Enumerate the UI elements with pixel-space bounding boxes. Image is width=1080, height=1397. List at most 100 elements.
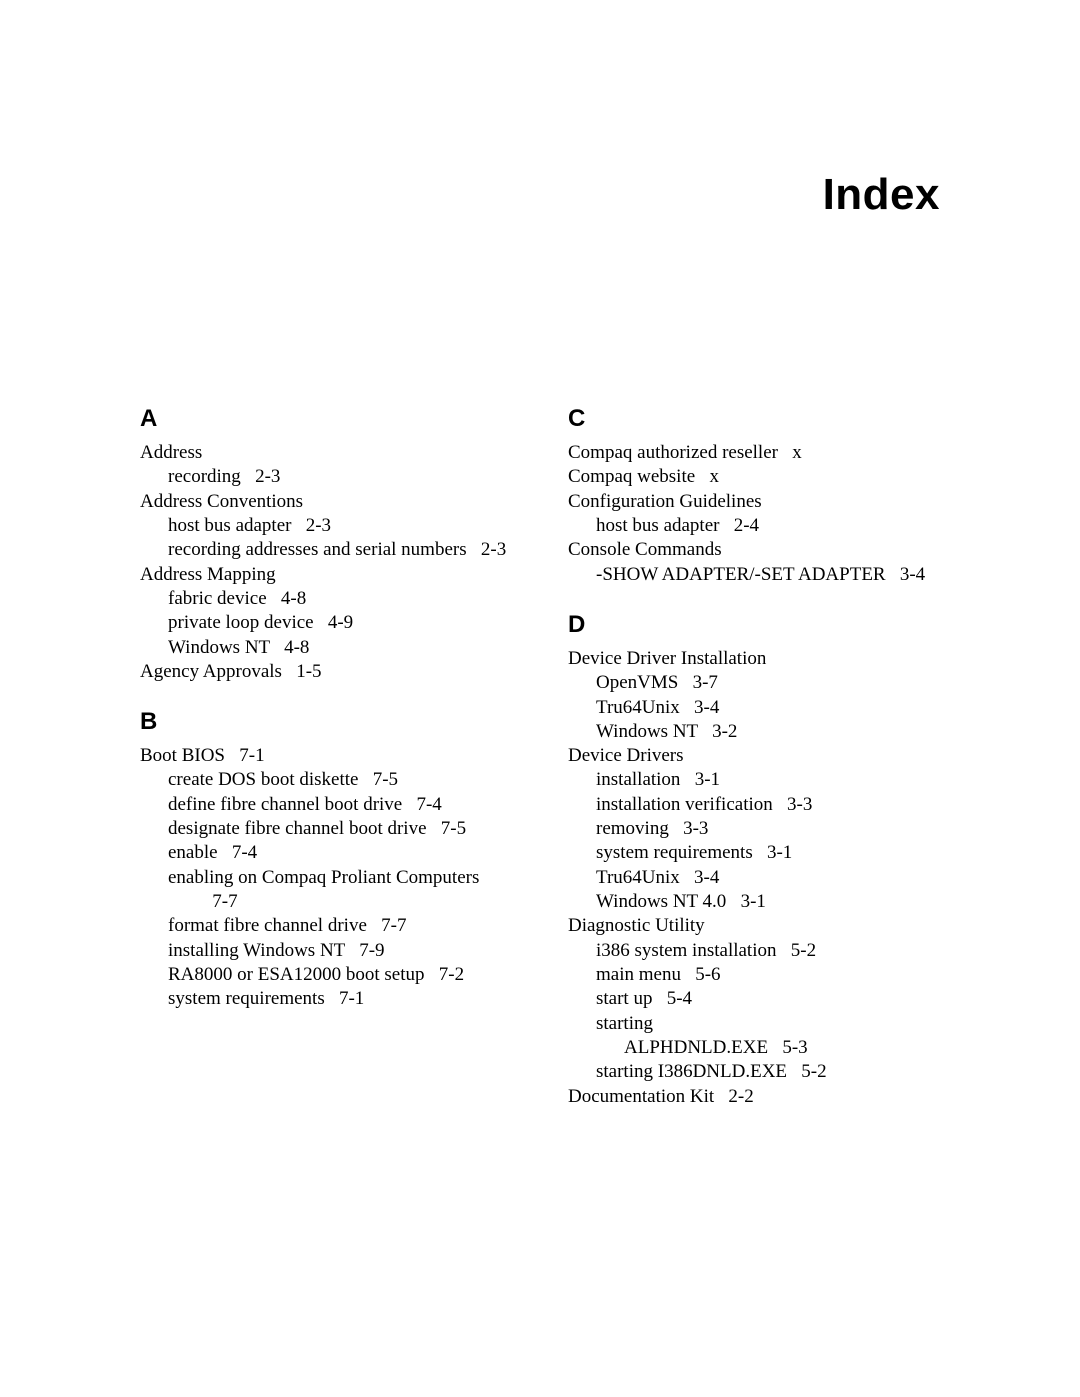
index-letter: B	[140, 708, 512, 736]
index-entry-text: installation verification	[596, 794, 773, 815]
index-entry: Address Mapping	[140, 563, 512, 587]
index-entry-page: 3-3	[773, 794, 813, 815]
index-entry-text: Windows NT	[168, 637, 270, 658]
index-entry-page: 3-2	[698, 721, 738, 742]
page-title: Index	[140, 170, 940, 220]
index-entry-text: Device Driver Installation	[568, 648, 766, 669]
index-entry: start up 5-4	[568, 987, 940, 1011]
index-entry-text: start up	[596, 988, 652, 1009]
index-entry-page: x	[695, 466, 719, 487]
index-entry: Agency Approvals 1-5	[140, 660, 512, 684]
index-entry-page: 2-3	[241, 466, 281, 487]
index-entry-page: 3-1	[753, 842, 793, 863]
index-entry-page: 7-5	[358, 769, 398, 790]
index-letter: A	[140, 405, 512, 433]
index-entry: i386 system installation 5-2	[568, 939, 940, 963]
index-entry-page: x	[778, 442, 802, 463]
index-entry-text: enable	[168, 842, 218, 863]
index-entry: ALPHDNLD.EXE 5-3	[568, 1036, 940, 1060]
index-entry: Compaq website x	[568, 465, 940, 489]
index-entry: define fibre channel boot drive 7-4	[140, 793, 512, 817]
index-entry-text: Configuration Guidelines	[568, 491, 762, 512]
index-entry: Windows NT 3-2	[568, 720, 940, 744]
index-entry-page: 7-4	[402, 794, 442, 815]
index-entry-text: Diagnostic Utility	[568, 915, 705, 936]
index-entry: Tru64Unix 3-4	[568, 696, 940, 720]
index-entry-page: 5-2	[787, 1061, 827, 1082]
index-entry-text: installing Windows NT	[168, 940, 345, 961]
index-entry: Console Commands	[568, 538, 940, 562]
index-entry: Boot BIOS 7-1	[140, 744, 512, 768]
index-entry-text: enabling on Compaq Proliant Computers	[168, 867, 479, 888]
index-entry-text: Tru64Unix	[596, 867, 680, 888]
index-entry-text: ALPHDNLD.EXE	[624, 1037, 768, 1058]
index-entry: removing 3-3	[568, 817, 940, 841]
index-entry-text: removing	[596, 818, 669, 839]
index-entry-text: Compaq website	[568, 466, 695, 487]
index-entry-page: 4-8	[267, 588, 307, 609]
index-entry-text: define fibre channel boot drive	[168, 794, 402, 815]
index-entry-page: 4-9	[314, 612, 354, 633]
index-entry-text: main menu	[596, 964, 681, 985]
index-entry-text: recording addresses and serial numbers	[168, 539, 467, 560]
index-letter: D	[568, 611, 940, 639]
index-entry: installation verification 3-3	[568, 793, 940, 817]
index-entry-text: Address Mapping	[140, 564, 276, 585]
index-entry: RA8000 or ESA12000 boot setup 7-2	[140, 963, 512, 987]
index-entry-page: 7-7	[367, 915, 407, 936]
index-entry-page: 2-3	[291, 515, 331, 536]
index-entry-page: 3-3	[669, 818, 709, 839]
index-entry: host bus adapter 2-3	[140, 514, 512, 538]
index-entry: private loop device 4-9	[140, 611, 512, 635]
index-entry-page: 1-5	[282, 661, 322, 682]
index-entry-text: Device Drivers	[568, 745, 684, 766]
index-entry: starting	[568, 1012, 940, 1036]
index-entry: recording addresses and serial numbers 2…	[140, 538, 512, 562]
index-entry: Tru64Unix 3-4	[568, 866, 940, 890]
index-entry-text: recording	[168, 466, 241, 487]
index-entry-text: -SHOW ADAPTER/-SET ADAPTER	[596, 564, 886, 585]
index-entry: fabric device 4-8	[140, 587, 512, 611]
index-entry: format fibre channel drive 7-7	[140, 914, 512, 938]
index-entry-page: 5-3	[768, 1037, 808, 1058]
index-entry-text: Address	[140, 442, 202, 463]
index-entry-page: 3-7	[678, 672, 718, 693]
index-entry: Documentation Kit 2-2	[568, 1085, 940, 1109]
index-entry-text: host bus adapter	[596, 515, 719, 536]
index-entry-page: 3-4	[680, 697, 720, 718]
index-columns: A Address recording 2-3 Address Conventions…	[140, 405, 940, 1109]
index-entry: OpenVMS 3-7	[568, 671, 940, 695]
index-column-left: A Address recording 2-3 Address Conventions…	[140, 405, 512, 1109]
index-entry-text: Agency Approvals	[140, 661, 282, 682]
index-entry-page: 5-2	[777, 940, 817, 961]
index-entry-text: Windows NT 4.0	[596, 891, 726, 912]
index-entry: main menu 5-6	[568, 963, 940, 987]
index-entry-text: RA8000 or ESA12000 boot setup	[168, 964, 425, 985]
index-entry-text: Boot BIOS	[140, 745, 225, 766]
index-entry-page: 7-4	[218, 842, 258, 863]
index-entry-text: Address Conventions	[140, 491, 303, 512]
index-entry-page: 4-8	[270, 637, 310, 658]
index-entry: Diagnostic Utility	[568, 914, 940, 938]
index-entry-text: Documentation Kit	[568, 1086, 714, 1107]
index-entry: enabling on Compaq Proliant Computers 7-…	[140, 866, 512, 915]
index-entry-page: 7-7	[198, 891, 238, 912]
index-entry-page: 2-4	[719, 515, 759, 536]
index-entry: -SHOW ADAPTER/-SET ADAPTER 3-4	[568, 563, 940, 587]
index-entry-text: format fibre channel drive	[168, 915, 367, 936]
index-page: Index A Address recording 2-3 Address Conve…	[140, 170, 940, 1109]
index-entry-page: 7-9	[345, 940, 385, 961]
index-entry: Windows NT 4.0 3-1	[568, 890, 940, 914]
index-entry-page: 7-1	[325, 988, 365, 1009]
index-entry-text: starting	[596, 1013, 653, 1034]
index-entry-text: designate fibre channel boot drive	[168, 818, 427, 839]
index-entry-text: Console Commands	[568, 539, 722, 560]
index-entry: installing Windows NT 7-9	[140, 939, 512, 963]
index-entry-page: 3-4	[886, 564, 926, 585]
index-entry-page: 5-6	[681, 964, 721, 985]
index-entry-page: 7-2	[425, 964, 465, 985]
index-entry-text: Windows NT	[596, 721, 698, 742]
index-entry-page: 2-3	[467, 539, 507, 560]
index-entry-text: Compaq authorized reseller	[568, 442, 778, 463]
index-entry-page: 3-1	[680, 769, 720, 790]
